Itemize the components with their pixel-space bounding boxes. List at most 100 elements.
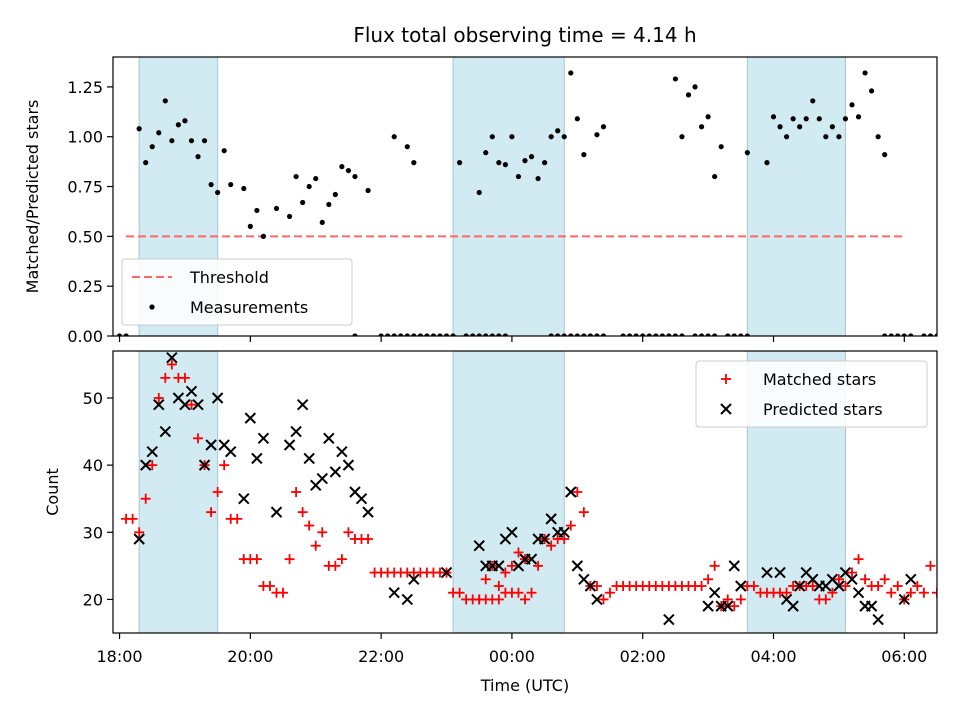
matched-star-point (559, 534, 570, 544)
matched-star-point (952, 588, 960, 598)
predicted-star-point (846, 573, 858, 585)
measurement-point (869, 88, 875, 94)
measurement-point (450, 333, 456, 336)
measurement-point (319, 219, 325, 226)
shaded-region (138, 351, 219, 633)
measurement-point (600, 124, 607, 130)
measurement-point (515, 173, 522, 180)
x-b (898, 593, 911, 606)
measurement-point (849, 102, 855, 108)
matched-star-point (546, 540, 557, 551)
x-b (323, 432, 335, 444)
predicted-star-point (558, 526, 570, 538)
x-tick-label: 00:00 (489, 647, 535, 666)
matched-star-point (493, 594, 504, 605)
matched-star-point (330, 560, 341, 571)
predicted-star-point (211, 392, 224, 404)
axes-frame (112, 350, 938, 634)
x-b (290, 425, 302, 438)
matched-star-point (166, 359, 177, 370)
x-b (558, 526, 570, 538)
x-b (545, 513, 557, 525)
predicted-star-point (192, 399, 204, 411)
measurement-point (672, 76, 679, 82)
measurement-point (123, 333, 129, 336)
matched-star-point (892, 581, 903, 591)
measurement-point (430, 333, 437, 336)
predicted-star-point (506, 526, 518, 538)
matched-star-point (820, 594, 831, 605)
matched-star-point (860, 574, 871, 585)
measurement-point (221, 148, 227, 154)
matched-star-point (513, 587, 524, 598)
x-b (493, 560, 505, 572)
x-b (761, 566, 773, 579)
x-b (440, 566, 453, 579)
matched-star-point (500, 567, 511, 578)
x-b (244, 412, 257, 424)
matched-star-point (578, 507, 589, 518)
matched-star-point (605, 587, 616, 598)
x-b (146, 446, 158, 458)
measurement-point (875, 134, 881, 140)
predicted-star-point (735, 580, 747, 592)
measurement-point (391, 134, 397, 140)
measurement-point (339, 164, 345, 170)
matched-star-point (846, 567, 857, 578)
x-b (270, 506, 283, 518)
measurement-point (352, 173, 358, 180)
measurement-point (365, 187, 371, 194)
measurement-point (901, 333, 907, 336)
predicted-star-point (185, 385, 198, 397)
x-b (179, 399, 191, 411)
matched-star-point (317, 527, 328, 538)
predicted-star-point (251, 452, 263, 465)
measurement-point (162, 98, 168, 104)
predicted-star-point (565, 486, 577, 498)
matched-star-point (474, 594, 485, 605)
x-b (591, 593, 603, 606)
measurement-point (182, 118, 188, 124)
measurement-point (594, 132, 600, 138)
predicted-star-point (296, 399, 309, 411)
measurement-point (345, 167, 352, 174)
measurement-point (300, 199, 306, 206)
measurement-point (581, 152, 587, 158)
chart-title: Flux total observing time = 4.14 h (353, 23, 696, 47)
x-b (525, 553, 538, 565)
matched-star-point (932, 587, 937, 598)
measurement-point (679, 333, 685, 336)
y-tick-label: 50 (83, 389, 103, 408)
legend-measurement-label: Measurements (190, 298, 308, 317)
matched-star-point (833, 574, 844, 585)
x-b (780, 593, 793, 606)
predicted-star-point (198, 459, 211, 471)
x-b (283, 439, 296, 451)
predicted-star-point (833, 580, 845, 592)
measurement-point (633, 333, 639, 336)
measurement-point (293, 173, 299, 180)
predicted-star-point (865, 600, 878, 612)
measurement-point (443, 333, 450, 336)
y-axis-label: Matched/Predicted stars (23, 100, 42, 294)
predicted-star-point (787, 600, 799, 612)
measurement-point (247, 223, 253, 229)
measurement-point (561, 134, 567, 140)
measurement-point (332, 191, 338, 198)
y-tick-label: 1.25 (67, 78, 103, 97)
measurement-point (882, 152, 888, 158)
measurement-point (895, 333, 901, 336)
measurement-point (201, 138, 208, 144)
measurement-point (587, 333, 593, 336)
measurement-point (352, 333, 358, 336)
x-b (708, 587, 721, 599)
predicted-star-point (545, 513, 557, 525)
matched-star-point (598, 594, 609, 605)
measurement-point (313, 175, 319, 182)
predicted-star-point (355, 493, 368, 505)
measurement-point (790, 116, 796, 122)
measurement-point (463, 333, 469, 336)
measurement-point (568, 333, 574, 336)
predicted-star-point (329, 466, 342, 478)
